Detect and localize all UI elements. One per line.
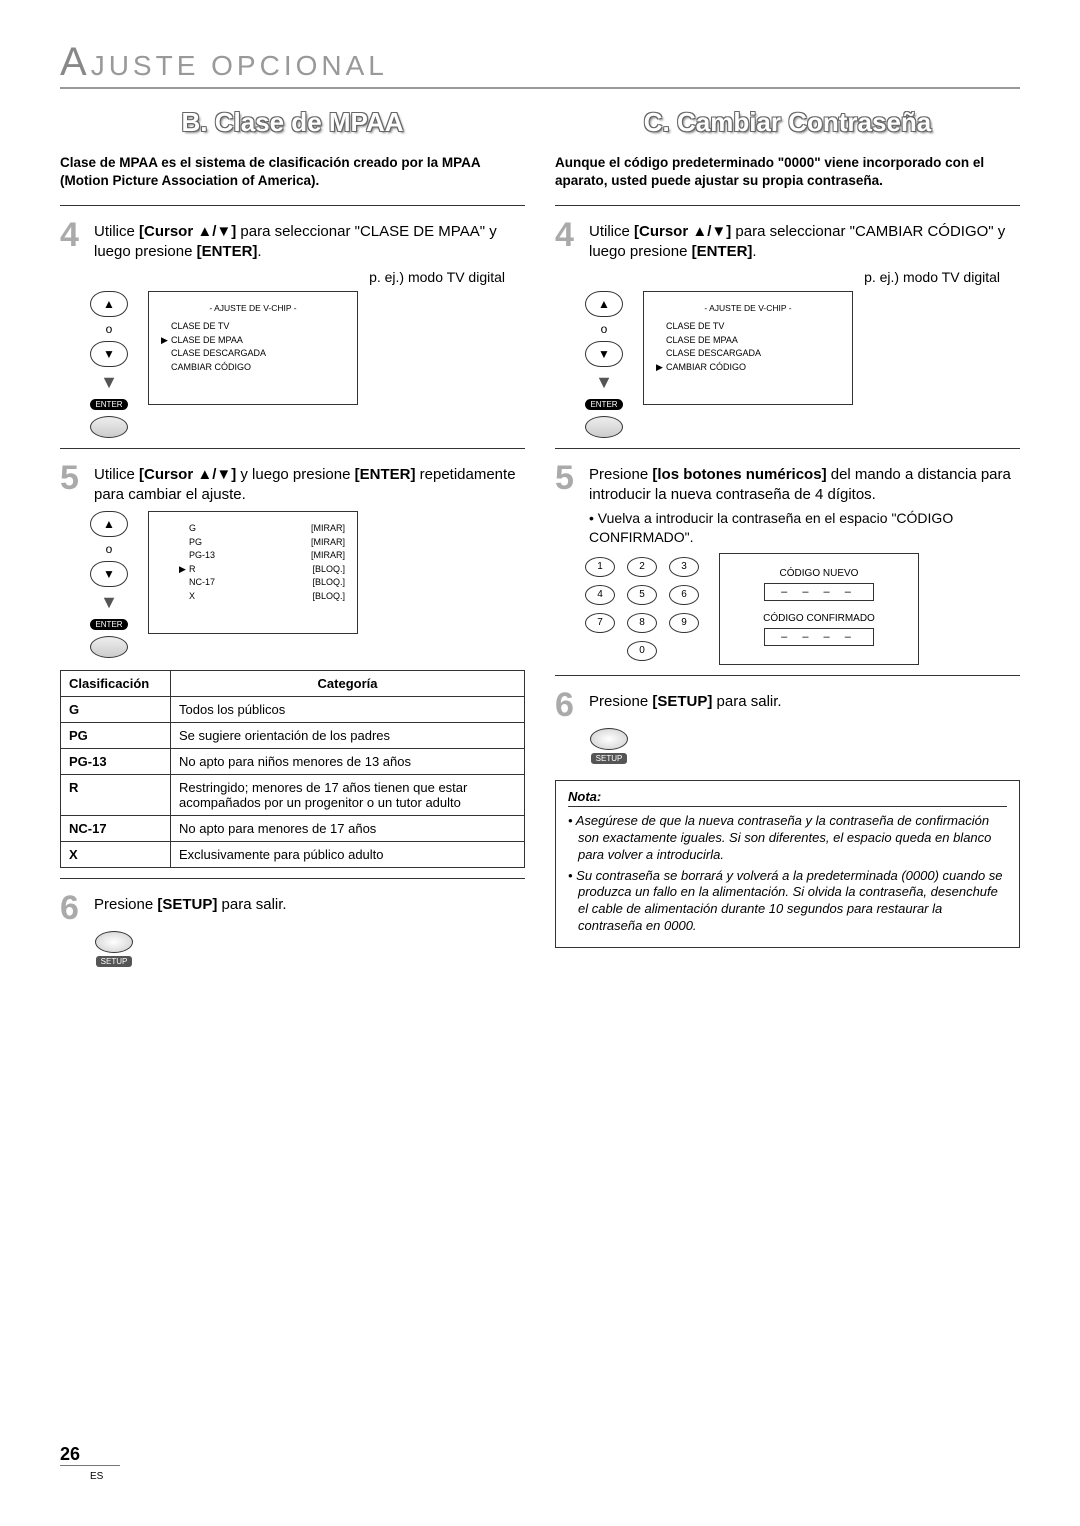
code-box: CÓDIGO NUEVO – – – – CÓDIGO CONFIRMADO –…: [719, 553, 919, 665]
step-5-right: 5 Presione [los botones numéricos] del m…: [555, 461, 1020, 547]
intro-left: Clase de MPAA es el sistema de clasifica…: [60, 154, 525, 189]
setup-button-icon: [95, 931, 133, 953]
keypad-key: 0: [627, 641, 657, 661]
note-box: Nota: Asegúrese de que la nueva contrase…: [555, 780, 1020, 948]
screen-box: - AJUSTE DE V-CHIP - CLASE DE TV▶CLASE D…: [148, 291, 358, 406]
keypad-key: 1: [585, 557, 615, 577]
step-4-left: 4 Utilice [Cursor ▲/▼] para seleccionar …: [60, 218, 525, 263]
remote-buttons: ▲ o ▼ ▼ ENTER: [90, 291, 128, 438]
enter-button-icon: [90, 636, 128, 658]
step-6-right: 6 Presione [SETUP] para salir.: [555, 688, 1020, 722]
page-number: 26: [60, 1444, 120, 1466]
keypad-key: 5: [627, 585, 657, 605]
keypad-key: 4: [585, 585, 615, 605]
classification-table: Clasificación Categoría GTodos los públi…: [60, 670, 525, 868]
step-num: 4: [60, 218, 94, 263]
diagram-left-2: ▲ o ▼ ▼ ENTER G[MIRAR]PG[MIRAR]PG-13[MIR…: [90, 511, 525, 658]
keypad-key: 9: [669, 613, 699, 633]
section-title-c: C. Cambiar Contraseña: [555, 107, 1020, 138]
caption: p. ej.) modo TV digital: [60, 269, 505, 285]
down-button-icon: ▼: [90, 561, 128, 587]
left-column: B. Clase de MPAA Clase de MPAA es el sis…: [60, 107, 525, 967]
right-column: C. Cambiar Contraseña Aunque el código p…: [555, 107, 1020, 967]
numeric-keypad: 123 456 7890: [585, 557, 699, 661]
enter-button-icon: [90, 416, 128, 438]
step-6-left: 6 Presione [SETUP] para salir.: [60, 891, 525, 925]
page-lang: ES: [90, 1471, 103, 1482]
keypad-key: 2: [627, 557, 657, 577]
setup-button-group: SETUP: [94, 931, 134, 967]
intro-right: Aunque el código predeterminado "0000" v…: [555, 154, 1020, 189]
screen-box: G[MIRAR]PG[MIRAR]PG-13[MIRAR]▶R[BLOQ.]NC…: [148, 511, 358, 634]
screen-box: - AJUSTE DE V-CHIP - CLASE DE TVCLASE DE…: [643, 291, 853, 406]
enter-label: ENTER: [90, 399, 127, 410]
page-header: AJUSTE OPCIONAL: [60, 40, 1020, 89]
down-button-icon: ▼: [90, 341, 128, 367]
setup-button-icon: [590, 728, 628, 750]
header-big: A: [60, 40, 91, 84]
up-button-icon: ▲: [90, 511, 128, 537]
header-rest: JUSTE OPCIONAL: [91, 50, 388, 81]
keypad-key: 3: [669, 557, 699, 577]
down-button-icon: ▼: [585, 341, 623, 367]
keypad-key: 7: [585, 613, 615, 633]
up-button-icon: ▲: [90, 291, 128, 317]
diagram-left-1: ▲ o ▼ ▼ ENTER - AJUSTE DE V-CHIP - CLASE…: [90, 291, 525, 438]
keypad-row: 123 456 7890 CÓDIGO NUEVO – – – – CÓDIGO C…: [585, 553, 1020, 665]
step-text: Utilice [Cursor ▲/▼] para seleccionar "C…: [94, 218, 525, 263]
step-4-right: 4 Utilice [Cursor ▲/▼] para seleccionar …: [555, 218, 1020, 263]
keypad-key: 6: [669, 585, 699, 605]
diagram-right-1: ▲ o ▼ ▼ ENTER - AJUSTE DE V-CHIP - CLASE…: [585, 291, 1020, 438]
keypad-key: 8: [627, 613, 657, 633]
section-title-b: B. Clase de MPAA: [60, 107, 525, 138]
step-5-left: 5 Utilice [Cursor ▲/▼] y luego presione …: [60, 461, 525, 506]
up-button-icon: ▲: [585, 291, 623, 317]
enter-button-icon: [585, 416, 623, 438]
